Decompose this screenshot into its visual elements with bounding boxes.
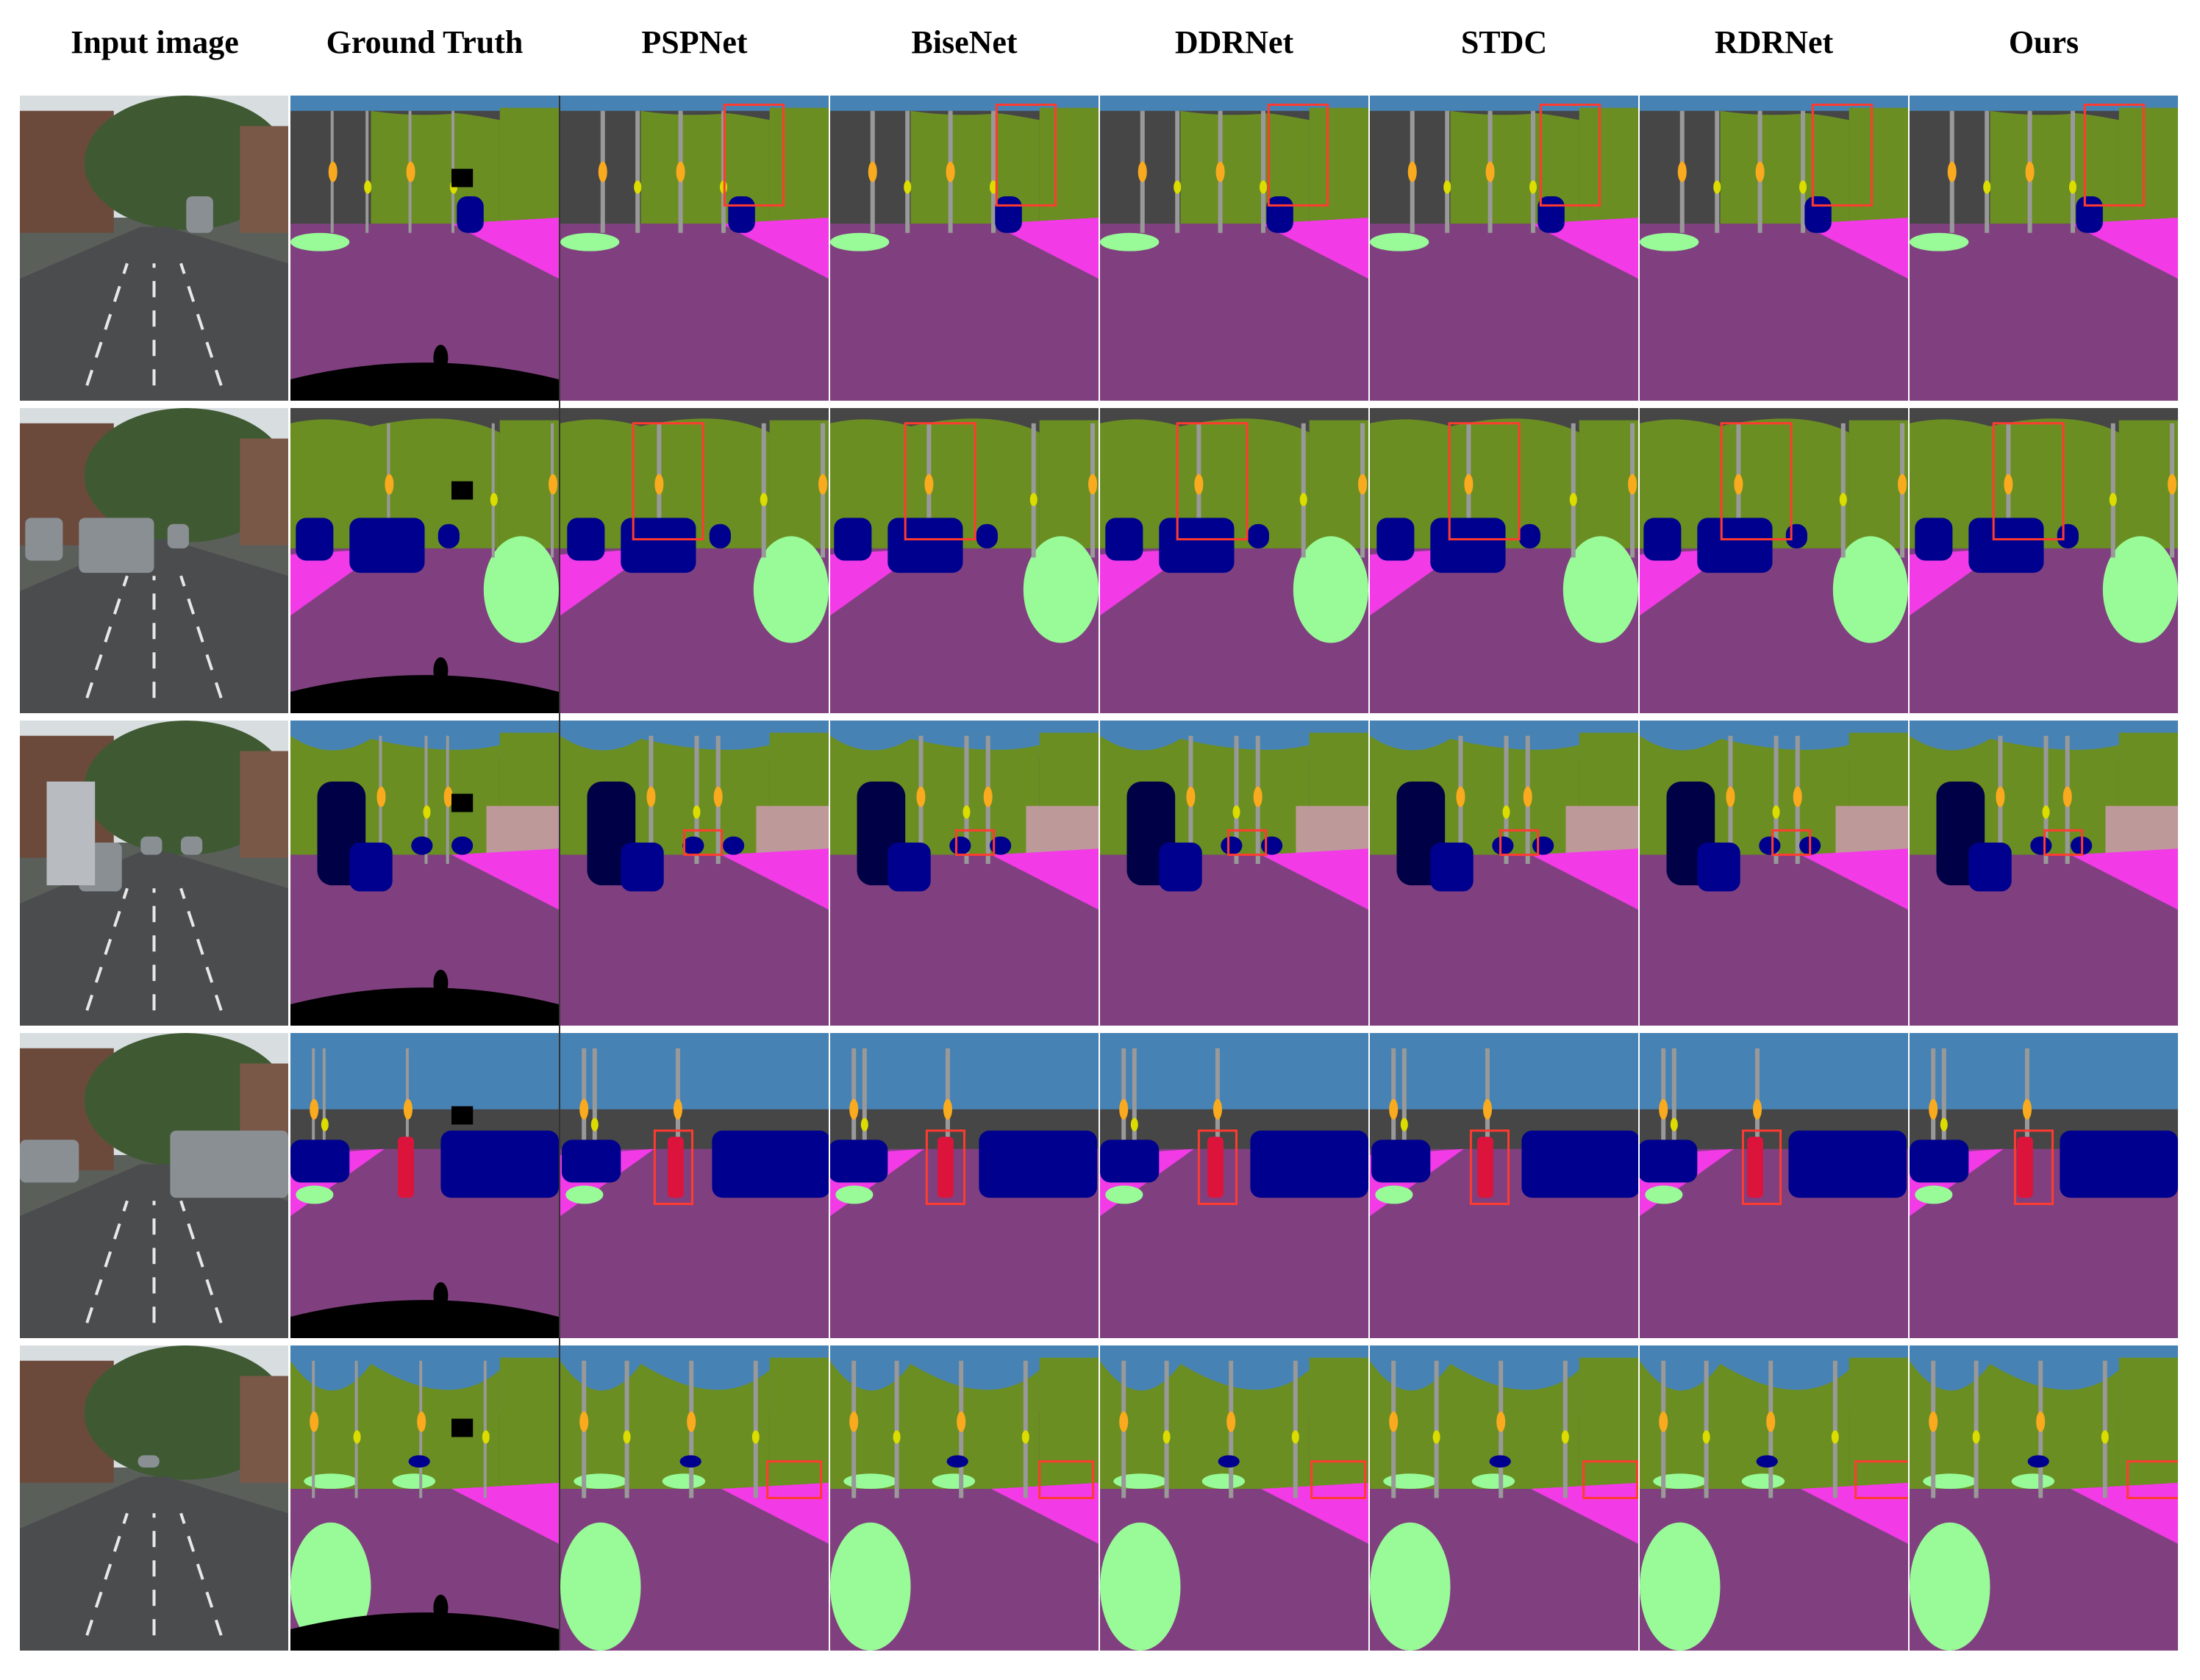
cell-row3-ours <box>1910 721 2178 1026</box>
column-header-bisenet: BiseNet <box>911 24 1018 60</box>
cell-row1-ours <box>1910 96 2178 401</box>
column-header-input-image: Input image <box>71 24 239 60</box>
cell-row5-bisenet <box>830 1345 1099 1651</box>
cell-row1-input-image <box>20 96 288 401</box>
cell-row4-pspnet <box>560 1033 829 1338</box>
cell-row3-ground-truth <box>290 721 559 1026</box>
cell-row5-ddrnet <box>1100 1345 1368 1651</box>
cell-row4-input-image <box>20 1033 288 1338</box>
cell-row5-stdc <box>1370 1345 1638 1651</box>
cell-row2-ground-truth <box>290 408 559 713</box>
cell-row2-input-image <box>20 408 288 713</box>
cell-row5-input-image <box>20 1345 288 1651</box>
cell-row1-stdc <box>1370 96 1638 401</box>
column-header-row: Input image Ground Truth PSPNet BiseNet … <box>0 0 2200 96</box>
column-header-ground-truth: Ground Truth <box>326 24 524 60</box>
cell-row4-ground-truth <box>290 1033 559 1338</box>
column-header-pspnet: PSPNet <box>641 24 748 60</box>
cell-row2-stdc <box>1370 408 1638 713</box>
cell-row3-pspnet <box>560 721 829 1026</box>
cell-row5-ours <box>1910 1345 2178 1651</box>
cell-row1-bisenet <box>830 96 1099 401</box>
cell-row2-bisenet <box>830 408 1099 713</box>
cell-row4-bisenet <box>830 1033 1099 1338</box>
column-header-rdrnet: RDRNet <box>1714 24 1834 60</box>
cell-row4-ours <box>1910 1033 2178 1338</box>
cell-row1-pspnet <box>560 96 829 401</box>
cell-row4-rdrnet <box>1640 1033 1908 1338</box>
cell-row2-rdrnet <box>1640 408 1908 713</box>
cell-row2-pspnet <box>560 408 829 713</box>
cell-row3-ddrnet <box>1100 721 1368 1026</box>
cell-row2-ddrnet <box>1100 408 1368 713</box>
cell-row3-input-image <box>20 721 288 1026</box>
cell-row3-stdc <box>1370 721 1638 1026</box>
cell-row1-ddrnet <box>1100 96 1368 401</box>
cell-row3-bisenet <box>830 721 1099 1026</box>
column-header-stdc: STDC <box>1460 24 1548 60</box>
column-header-ours: Ours <box>2008 24 2079 60</box>
cell-row4-ddrnet <box>1100 1033 1368 1338</box>
cell-row5-rdrnet <box>1640 1345 1908 1651</box>
cell-row3-rdrnet <box>1640 721 1908 1026</box>
cell-row1-rdrnet <box>1640 96 1908 401</box>
column-header-ddrnet: DDRNet <box>1174 24 1294 60</box>
cell-row1-ground-truth <box>290 96 559 401</box>
cell-row5-ground-truth <box>290 1345 559 1651</box>
cell-row5-pspnet <box>560 1345 829 1651</box>
cell-row2-ours <box>1910 408 2178 713</box>
cell-row4-stdc <box>1370 1033 1638 1338</box>
